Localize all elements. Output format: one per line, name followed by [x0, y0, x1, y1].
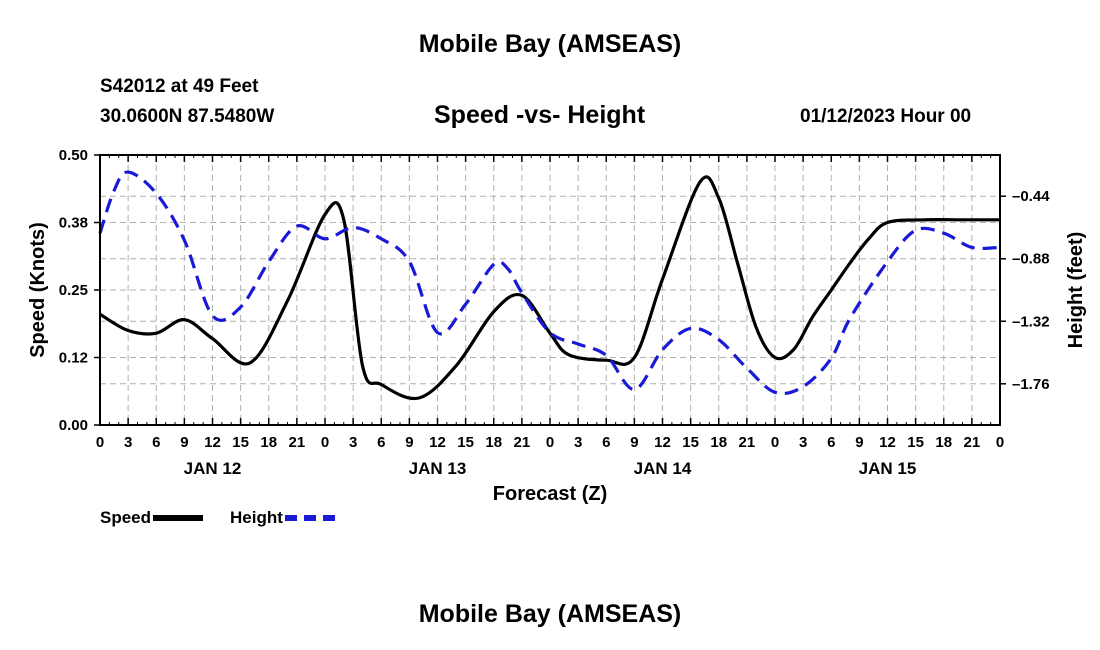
series-line-height	[98, 170, 1001, 396]
bottom-title: Mobile Bay (AMSEAS)	[418, 600, 682, 628]
x-tick-label: 0	[996, 434, 1004, 451]
y-axis-title: Speed (Knots)	[27, 222, 49, 358]
legend-speed-label: Speed	[100, 508, 152, 527]
x-tick-label: 15	[682, 434, 699, 451]
x-tick-label: 18	[485, 434, 502, 451]
legend-speed: Speed	[100, 508, 204, 528]
x-tick-label: 3	[124, 434, 132, 451]
main-title: Mobile Bay (AMSEAS)	[418, 30, 682, 58]
x-tick-label: 0	[96, 434, 104, 451]
x-tick-label: 15	[232, 434, 249, 451]
x-tick-label: 9	[405, 434, 413, 451]
day-label: JAN 14	[634, 459, 692, 478]
y-tick-label: 0.00	[59, 417, 88, 434]
y-tick-label: 0.50	[59, 147, 88, 164]
station-label: S42012 at 49 Feet	[100, 76, 259, 97]
y2-tick-label: –1.76	[1012, 376, 1050, 393]
x-axis-title: Forecast (Z)	[493, 483, 607, 505]
y2-tick-label: –1.32	[1012, 313, 1050, 330]
x-tick-label: 21	[739, 434, 756, 451]
series-line-speed	[99, 175, 1000, 401]
y-tick-label: 0.38	[59, 215, 88, 232]
legend-speed-swatch	[153, 515, 204, 521]
x-tick-label: 9	[855, 434, 863, 451]
x-tick-label: 12	[879, 434, 896, 451]
x-tick-label: 12	[654, 434, 671, 451]
x-tick-label: 0	[546, 434, 554, 451]
day-label: JAN 13	[409, 459, 467, 478]
y-tick-label: 0.12	[59, 350, 88, 367]
x-tick-label: 12	[429, 434, 446, 451]
x-tick-label: 9	[180, 434, 188, 451]
y2-axis-title: Height (feet)	[1065, 232, 1087, 349]
x-tick-label: 3	[349, 434, 357, 451]
x-tick-label: 6	[827, 434, 835, 451]
axes: 0 3 6 9 12 15 18 21 0 3 6 9 12 15 18 21 0 3 6 9 12 15 18 21 0 3 6 9…	[59, 147, 1050, 478]
x-tick-label: 3	[799, 434, 807, 451]
x-tick-label: 18	[935, 434, 952, 451]
run-time-label: 01/12/2023 Hour 00	[800, 106, 972, 127]
x-tick-label: 21	[964, 434, 981, 451]
legend-height: Height	[230, 508, 335, 528]
legend-height-swatch	[284, 515, 335, 521]
x-tick-label: 9	[630, 434, 638, 451]
x-tick-label: 12	[204, 434, 221, 451]
x-tick-label: 0	[321, 434, 329, 451]
x-tick-label: 6	[152, 434, 160, 451]
x-tick-label: 15	[907, 434, 924, 451]
day-label: JAN 12	[184, 459, 242, 478]
grid	[100, 155, 1000, 425]
y-tick-label: 0.25	[59, 282, 88, 299]
x-tick-label: 0	[771, 434, 779, 451]
x-tick-label: 21	[514, 434, 531, 451]
x-tick-label: 18	[260, 434, 277, 451]
x-tick-label: 15	[457, 434, 474, 451]
series-layer	[98, 170, 1001, 401]
x-tick-label: 18	[710, 434, 727, 451]
y2-tick-label: –0.88	[1012, 251, 1050, 268]
x-tick-label: 21	[289, 434, 306, 451]
x-tick-label: 6	[377, 434, 385, 451]
x-tick-label: 3	[574, 434, 582, 451]
day-label: JAN 15	[859, 459, 917, 478]
chart-title: Speed -vs- Height	[434, 101, 646, 129]
x-tick-label: 6	[602, 434, 610, 451]
coordinates-label: 30.0600N 87.5480W	[100, 106, 275, 127]
y2-tick-label: –0.44	[1012, 188, 1050, 205]
legend-height-label: Height	[230, 508, 283, 527]
